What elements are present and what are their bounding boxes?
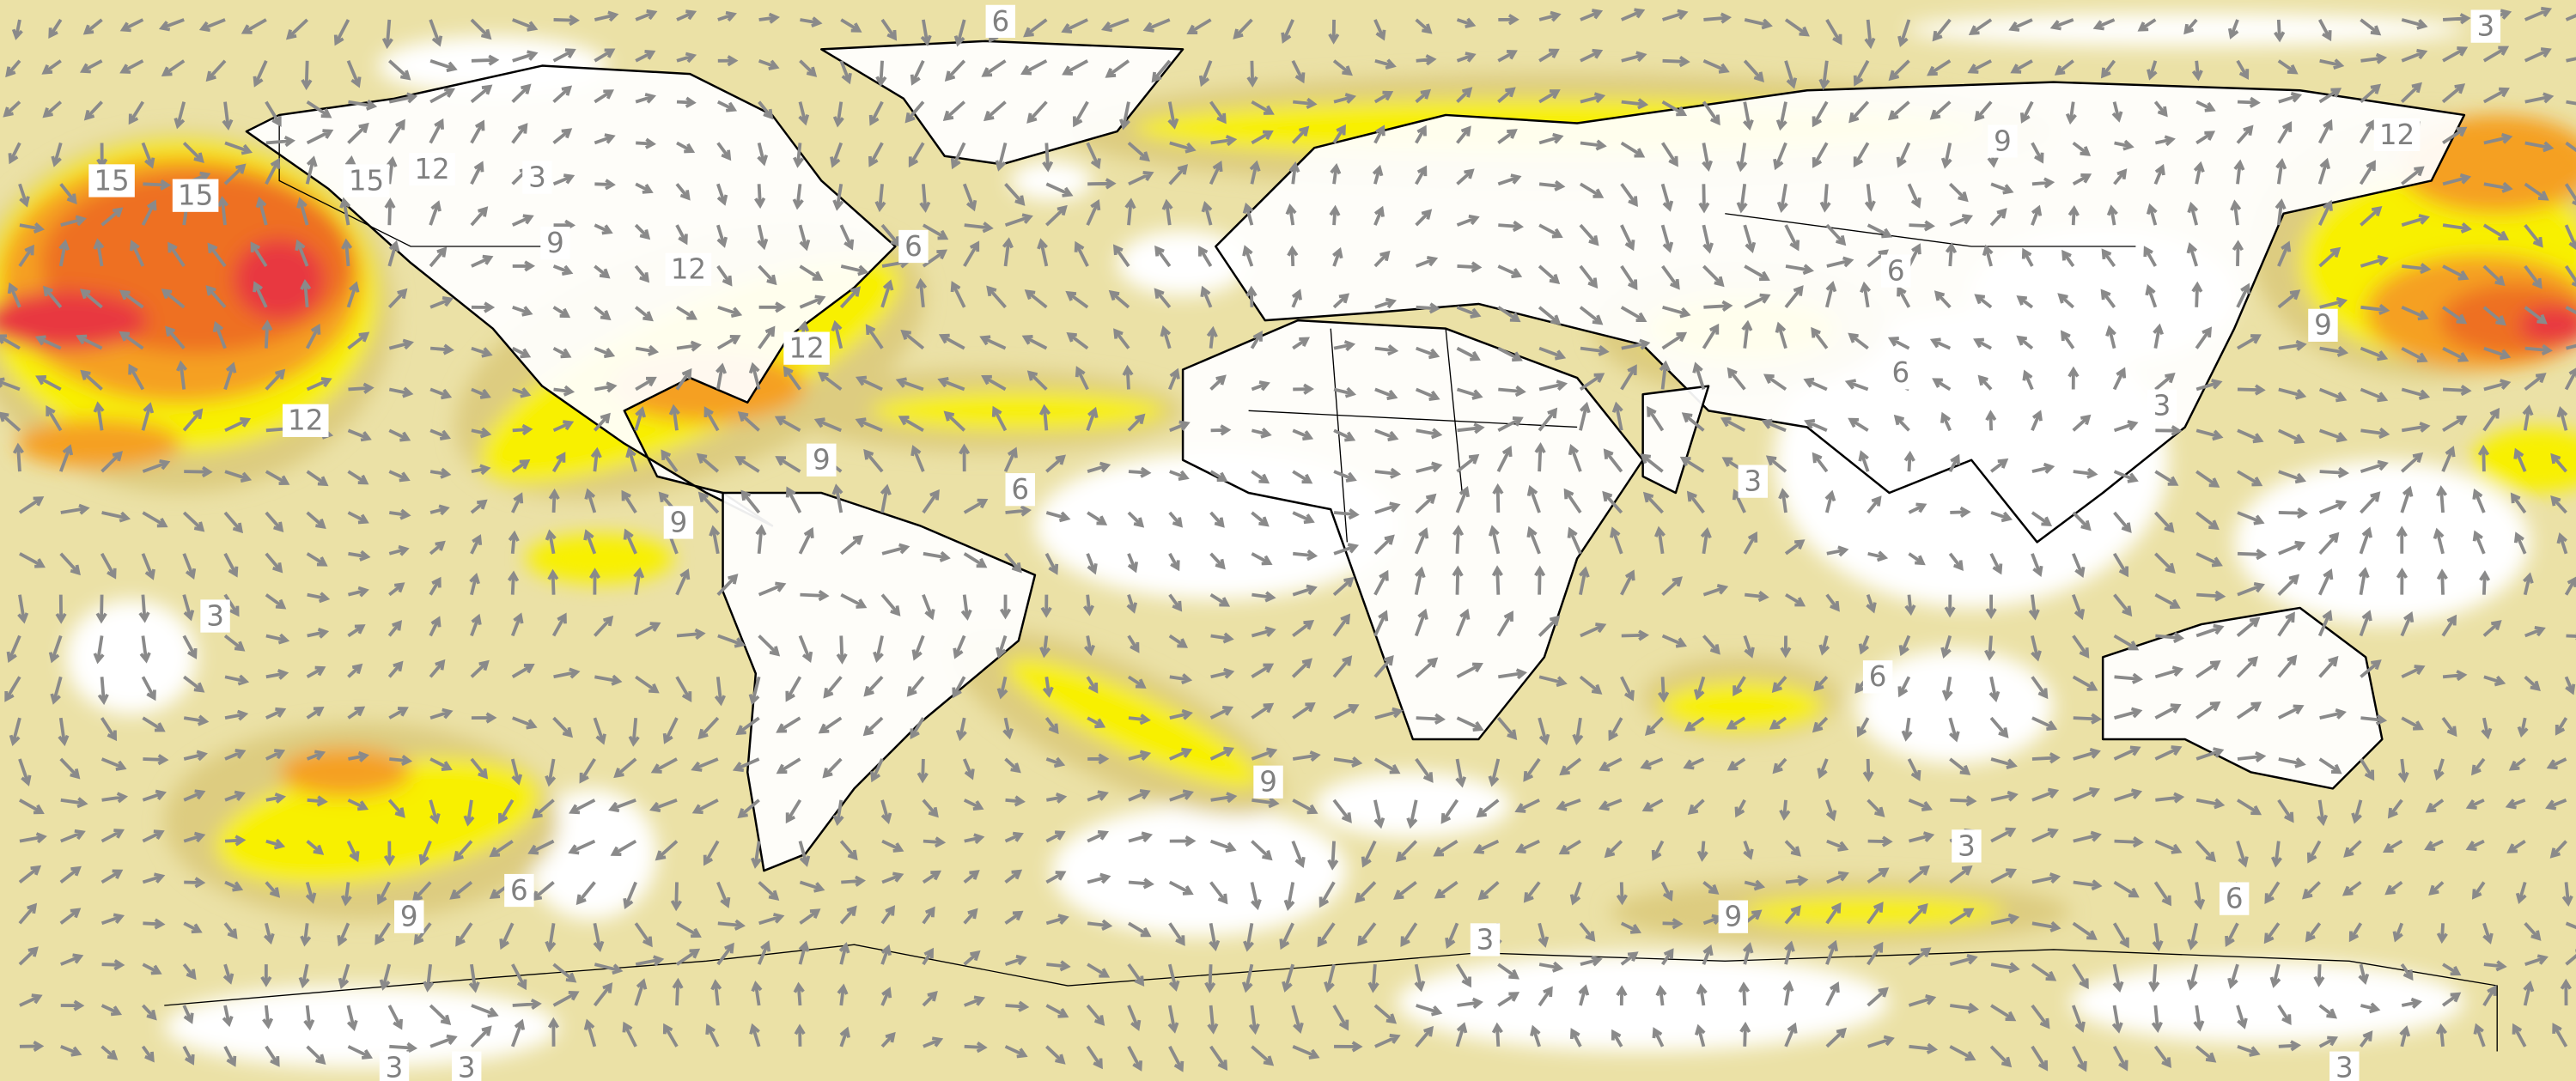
contour-label: 6 [991, 5, 1009, 38]
contour-label: 3 [1958, 829, 1976, 862]
contour-label: 6 [1892, 356, 1910, 389]
contour-label-box [343, 164, 390, 197]
contour-label-box [2373, 118, 2421, 152]
arabia [1641, 385, 1710, 495]
contour-label-box [2308, 308, 2338, 342]
contour-label: 3 [1744, 465, 1762, 498]
contour-label: 15 [178, 179, 213, 212]
contour-label-box [1880, 254, 1911, 288]
contour-label: 12 [789, 332, 824, 365]
contour-label-box [522, 161, 552, 194]
contour-label: 3 [528, 161, 546, 194]
contour-label-box [898, 229, 929, 264]
antarctica-coast [164, 944, 2498, 1052]
contour-label-box [2219, 882, 2250, 915]
contour-label: 12 [414, 153, 449, 185]
contour-label: 3 [206, 599, 224, 632]
contour-label-box [2470, 9, 2501, 43]
australia [2101, 606, 2384, 790]
contour-label: 9 [1994, 124, 2012, 157]
contour-label: 3 [386, 1052, 404, 1081]
contour-label: 6 [2226, 883, 2244, 915]
contour-label: 12 [2379, 118, 2415, 151]
contour-label: 12 [671, 253, 706, 286]
contour-label-box [451, 1051, 482, 1081]
contour-label-box [88, 164, 135, 197]
contour-label-box [172, 179, 219, 212]
contour-label: 3 [458, 1052, 476, 1081]
contour-label-box [783, 331, 830, 365]
contour-label-box [663, 506, 694, 539]
contour-label: 15 [94, 164, 129, 197]
contour-label: 3 [2335, 1052, 2354, 1081]
contour-labels: 6 3 15 15 15 12 3 9 12 6 12 12 9 9 6 9 12 6 9 3 3 6 3 9 9 6 3 6 9 3 3 3… [88, 4, 2501, 1081]
contour-label-box [1253, 765, 1283, 799]
contour-label-box [2329, 1051, 2360, 1081]
contour-label: 9 [2314, 309, 2332, 342]
north-america [245, 64, 897, 527]
contour-label: 6 [1887, 255, 1905, 288]
contour-label-box [394, 900, 424, 933]
contour-label-box [985, 4, 1016, 39]
contour-label-box [665, 252, 712, 286]
contour-label-box [282, 404, 329, 437]
coastlines [164, 39, 2498, 1052]
contour-label-box [540, 227, 570, 260]
contour-label-box [2147, 389, 2177, 422]
contour-label-box [1470, 923, 1501, 957]
contour-label-box [1885, 356, 1916, 390]
contour-label: 9 [546, 227, 564, 259]
contour-label-box [1005, 473, 1035, 507]
contour-label: 9 [1259, 766, 1277, 799]
contour-label: 6 [510, 874, 528, 907]
contour-label-box [1718, 900, 1749, 933]
contour-label-box [504, 873, 534, 908]
contour-label: 6 [1869, 660, 1887, 693]
contour-label: 6 [904, 230, 923, 263]
speed-shading [0, 13, 2576, 1068]
contour-label-box [200, 599, 230, 633]
contour-label-box [1862, 660, 1893, 694]
contour-label: 3 [1477, 923, 1495, 956]
contour-label-box [807, 443, 837, 477]
contour-label-box [409, 152, 455, 186]
contour-label: 12 [288, 404, 323, 437]
contour-label-box [1988, 124, 2018, 158]
contour-label: 9 [400, 901, 418, 933]
contour-label-box [1952, 829, 1982, 863]
contour-label: 9 [813, 444, 831, 477]
contour-label: 3 [2476, 10, 2494, 43]
contour-label: 9 [670, 506, 688, 538]
contour-label: 3 [2153, 390, 2171, 422]
contour-label: 15 [349, 164, 384, 197]
contour-label: 9 [1724, 901, 1742, 933]
contour-label-box [1738, 465, 1768, 498]
wind-vectors [0, 6, 2576, 1072]
contour-label: 6 [1011, 473, 1029, 506]
contour-label-box [379, 1051, 410, 1081]
